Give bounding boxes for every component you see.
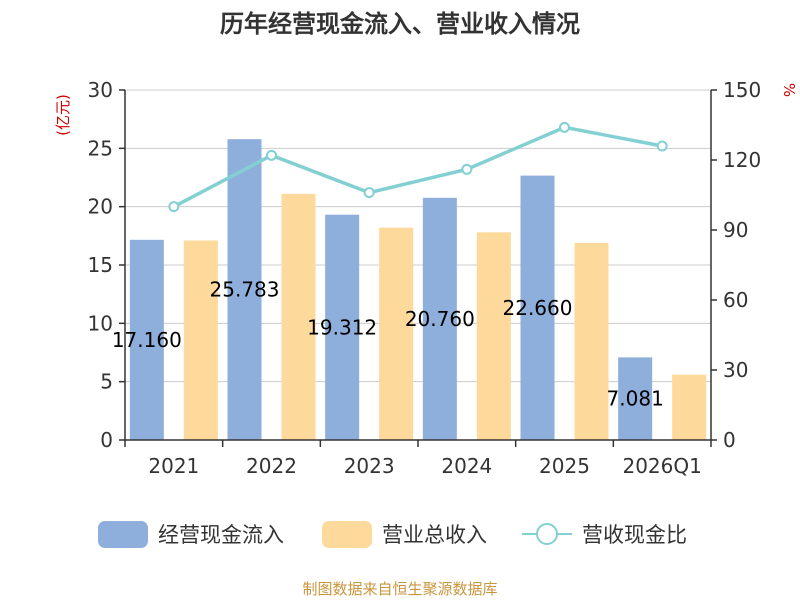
bar-cash-inflow	[422, 197, 457, 440]
bar-revenue	[476, 232, 511, 440]
legend-label: 营业总收入	[382, 523, 487, 547]
legend: 经营现金流入 营业总收入 营收现金比	[98, 521, 687, 548]
cash-inflow-data-label: 22.660	[503, 296, 573, 320]
bar-cash-inflow	[618, 357, 653, 440]
left-tick-label: 20	[88, 195, 113, 219]
right-tick-label: 120	[723, 148, 761, 172]
bar-cash-inflow	[325, 214, 360, 440]
grid-lines	[125, 89, 711, 383]
x-tick-label: 2022	[246, 454, 297, 478]
bar-revenue	[281, 193, 316, 440]
legend-swatch	[98, 521, 148, 548]
cash-inflow-data-label: 7.081	[607, 387, 664, 411]
source-note: 制图数据来自恒生聚源数据库	[302, 580, 497, 598]
legend-swatch	[322, 521, 372, 548]
chart-title: 历年经营现金流入、营业收入情况	[220, 10, 580, 38]
x-tick-label: 2023	[344, 454, 395, 478]
legend-label: 营收现金比	[582, 523, 687, 547]
right-tick-label: 30	[723, 358, 748, 382]
ratio-point	[656, 140, 668, 152]
left-axis-unit: (亿元)	[54, 94, 72, 136]
left-tick-label: 25	[88, 136, 113, 160]
x-tick-label: 2021	[148, 454, 199, 478]
x-tick-label: 2024	[441, 454, 492, 478]
cash-inflow-data-label: 19.312	[307, 315, 377, 339]
ratio-point	[363, 187, 375, 199]
ratio-point	[168, 201, 180, 213]
bar-revenue	[672, 374, 707, 440]
right-tick-label: 0	[723, 428, 736, 452]
data-labels-group: 17.160 25.783 19.312 20.760 22.660 7.081	[112, 278, 664, 411]
left-tick-label: 30	[88, 78, 113, 102]
bars-group	[129, 139, 707, 440]
cash-inflow-data-label: 20.760	[405, 307, 475, 331]
left-tick-label: 10	[88, 311, 113, 335]
bar-revenue	[379, 227, 414, 440]
cash-inflow-data-label: 17.160	[112, 328, 182, 352]
bar-cash-inflow	[227, 139, 262, 440]
right-tick-label: 60	[723, 288, 748, 312]
right-axis-unit: %	[780, 83, 798, 97]
bar-cash-inflow	[520, 175, 555, 440]
left-tick-label: 5	[100, 370, 113, 394]
cash-inflow-data-label: 25.783	[210, 278, 280, 302]
legend-marker	[536, 523, 558, 545]
left-tick-label: 0	[100, 428, 113, 452]
left-tick-label: 15	[88, 253, 113, 277]
ratio-point	[266, 149, 277, 161]
bar-revenue	[574, 242, 609, 440]
ratio-point	[559, 121, 570, 133]
ratio-line	[173, 125, 663, 209]
bar-cash-inflow	[129, 239, 164, 440]
right-tick-label: 150	[723, 78, 761, 102]
x-tick-label: 2025	[539, 454, 590, 478]
ratio-point	[461, 163, 473, 175]
x-tick-label: 2026Q1	[622, 454, 701, 478]
right-tick-label: 90	[723, 218, 748, 242]
ratio-line-group	[168, 121, 668, 213]
bar-revenue	[183, 240, 218, 440]
legend-label: 经营现金流入	[158, 523, 284, 547]
